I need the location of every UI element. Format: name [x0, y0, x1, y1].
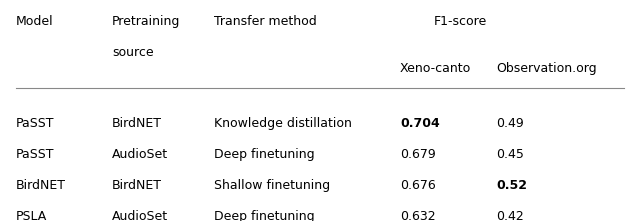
Text: 0.45: 0.45 [496, 148, 524, 161]
Text: Model: Model [16, 15, 54, 29]
Text: Pretraining: Pretraining [112, 15, 180, 29]
Text: 0.704: 0.704 [400, 117, 440, 130]
Text: Deep finetuning: Deep finetuning [214, 148, 315, 161]
Text: 0.42: 0.42 [496, 210, 524, 221]
Text: BirdNET: BirdNET [112, 179, 162, 192]
Text: Deep finetuning: Deep finetuning [214, 210, 315, 221]
Text: Xeno-canto: Xeno-canto [400, 62, 471, 75]
Text: Knowledge distillation: Knowledge distillation [214, 117, 352, 130]
Text: 0.632: 0.632 [400, 210, 436, 221]
Text: BirdNET: BirdNET [16, 179, 66, 192]
Text: 0.676: 0.676 [400, 179, 436, 192]
Text: 0.49: 0.49 [496, 117, 524, 130]
Text: PaSST: PaSST [16, 117, 54, 130]
Text: PaSST: PaSST [16, 148, 54, 161]
Text: BirdNET: BirdNET [112, 117, 162, 130]
Text: Shallow finetuning: Shallow finetuning [214, 179, 330, 192]
Text: source: source [112, 46, 154, 59]
Text: AudioSet: AudioSet [112, 210, 168, 221]
Text: 0.679: 0.679 [400, 148, 436, 161]
Text: F1-score: F1-score [434, 15, 488, 29]
Text: Transfer method: Transfer method [214, 15, 317, 29]
Text: 0.52: 0.52 [496, 179, 527, 192]
Text: Observation.org: Observation.org [496, 62, 596, 75]
Text: AudioSet: AudioSet [112, 148, 168, 161]
Text: PSLA: PSLA [16, 210, 47, 221]
